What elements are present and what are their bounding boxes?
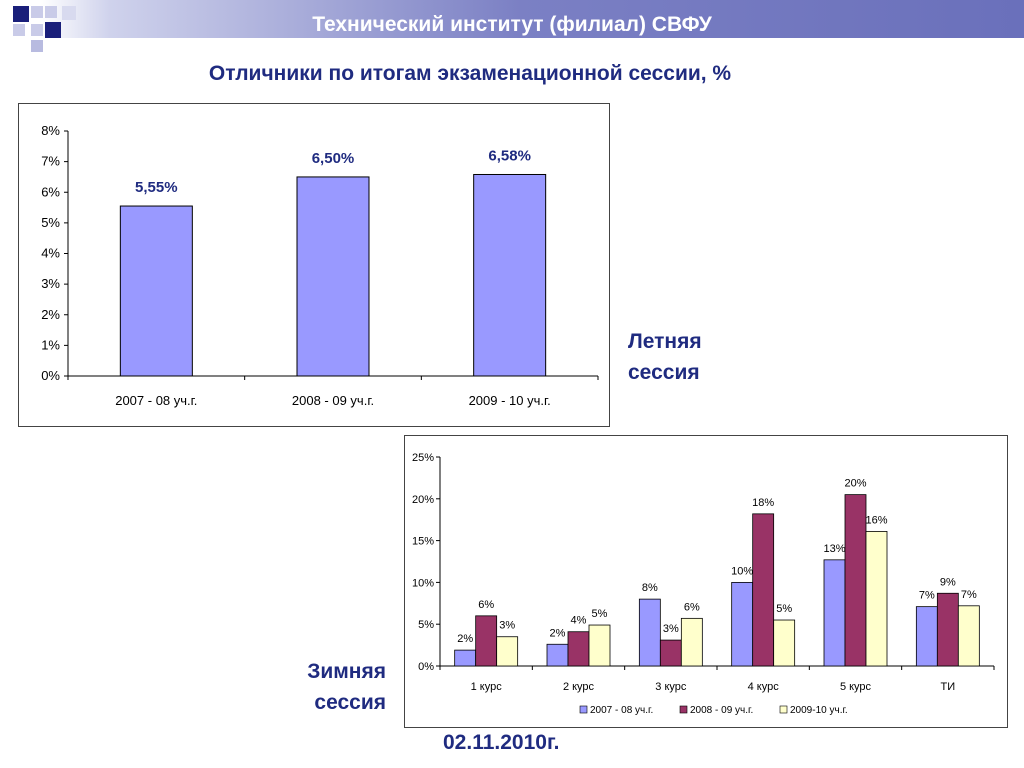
y-tick-label: 15%: [412, 536, 434, 548]
data-label: 7%: [919, 590, 935, 602]
header-title: Технический институт (филиал) СВФУ: [312, 13, 712, 36]
bar: [546, 643, 569, 667]
data-label: 2%: [550, 627, 566, 639]
y-tick-label: 1%: [41, 337, 60, 352]
bar: [473, 173, 547, 377]
data-label: 10%: [731, 565, 753, 577]
x-tick-label: 3 курс: [655, 681, 687, 693]
y-tick-label: 5%: [41, 215, 60, 230]
x-tick-label: 2009 - 10 уч.г.: [469, 393, 551, 408]
decor-square: [62, 6, 76, 20]
y-tick-label: 5%: [418, 619, 434, 631]
date-label: 02.11.2010г.: [443, 731, 560, 754]
bar: [119, 205, 193, 377]
header-bar: [0, 0, 1024, 38]
data-label: 5,55%: [135, 179, 178, 196]
decor-square: [13, 6, 29, 22]
data-label: 5%: [592, 608, 608, 620]
bar: [844, 494, 867, 667]
data-label: 16%: [865, 514, 887, 526]
legend-swatch: [679, 705, 688, 714]
bar: [475, 615, 498, 667]
label-line: Летняя: [628, 330, 702, 353]
decor-square: [45, 22, 61, 38]
x-tick-label: ТИ: [941, 681, 956, 693]
data-label: 4%: [571, 615, 587, 627]
bar: [567, 631, 590, 667]
bar: [957, 605, 980, 667]
x-tick-label: 2008 - 09 уч.г.: [292, 393, 374, 408]
y-tick-label: 0%: [418, 661, 434, 673]
legend-label: 2007 - 08 уч.г.: [590, 705, 653, 716]
data-label: 6,58%: [488, 147, 531, 164]
data-label: 6,50%: [312, 150, 355, 167]
y-tick-label: 7%: [41, 154, 60, 169]
bar: [773, 619, 796, 667]
y-tick-label: 20%: [412, 494, 434, 506]
bar: [915, 606, 938, 667]
bar: [496, 636, 519, 667]
data-label: 3%: [663, 623, 679, 635]
y-tick-label: 2%: [41, 307, 60, 322]
label-line: сессия: [628, 361, 700, 384]
bar: [752, 513, 775, 667]
data-label: 20%: [844, 478, 866, 490]
bar: [659, 639, 682, 667]
winter-chart-frame: [404, 435, 1008, 728]
y-tick-label: 25%: [412, 452, 434, 464]
data-label: 3%: [499, 620, 515, 632]
winter-session-chart: 0% 5% 10% 15% 20% 25% 2% 6% 3% 1 курс 2% 4% 5% 2 курс…: [412, 452, 995, 716]
bar: [731, 581, 754, 667]
label-line: сессия: [314, 691, 386, 714]
bar: [638, 598, 661, 667]
label-line: Зимняя: [307, 660, 386, 683]
data-label: 6%: [478, 599, 494, 611]
bar: [823, 559, 846, 667]
decor-square: [31, 6, 43, 18]
y-tick-label: 8%: [41, 123, 60, 138]
data-label: 9%: [940, 576, 956, 588]
data-label: 5%: [776, 603, 792, 615]
data-label: 13%: [823, 543, 845, 555]
x-tick-label: 5 курс: [840, 681, 872, 693]
bar: [936, 592, 959, 667]
decor-square: [13, 24, 25, 36]
winter-session-label: Зимняя сессия: [290, 656, 386, 718]
x-tick-label: 1 курс: [471, 681, 503, 693]
data-label: 2%: [457, 633, 473, 645]
data-label: 18%: [752, 497, 774, 509]
legend-swatch: [779, 705, 788, 714]
data-label: 8%: [642, 582, 658, 594]
legend-swatch: [579, 705, 588, 714]
summer-session-chart: 0% 1% 2% 3% 4% 5% 6% 7% 8% 5,55% 2007 - 08 уч.г. 6,…: [41, 123, 599, 408]
summer-session-label: Летняя сессия: [628, 326, 702, 388]
y-tick-label: 4%: [41, 246, 60, 261]
page-subtitle: Отличники по итогам экзаменационной сесс…: [208, 62, 732, 85]
decor-square: [31, 40, 43, 52]
bar: [865, 531, 888, 667]
decor-square: [31, 24, 43, 36]
bar: [680, 617, 703, 667]
y-tick-label: 3%: [41, 276, 60, 291]
bar: [588, 624, 611, 667]
x-tick-label: 4 курс: [748, 681, 780, 693]
x-tick-label: 2007 - 08 уч.г.: [115, 393, 197, 408]
y-tick-label: 0%: [41, 368, 60, 383]
data-label: 7%: [961, 589, 977, 601]
y-tick-label: 6%: [41, 184, 60, 199]
legend-label: 2009-10 уч.г.: [790, 705, 848, 716]
decor-square: [45, 6, 57, 18]
data-label: 6%: [684, 601, 700, 613]
y-tick-label: 10%: [412, 577, 434, 589]
legend-label: 2008 - 09 уч.г.: [690, 705, 753, 716]
bar: [454, 649, 477, 667]
bar: [296, 176, 370, 377]
x-tick-label: 2 курс: [563, 681, 595, 693]
